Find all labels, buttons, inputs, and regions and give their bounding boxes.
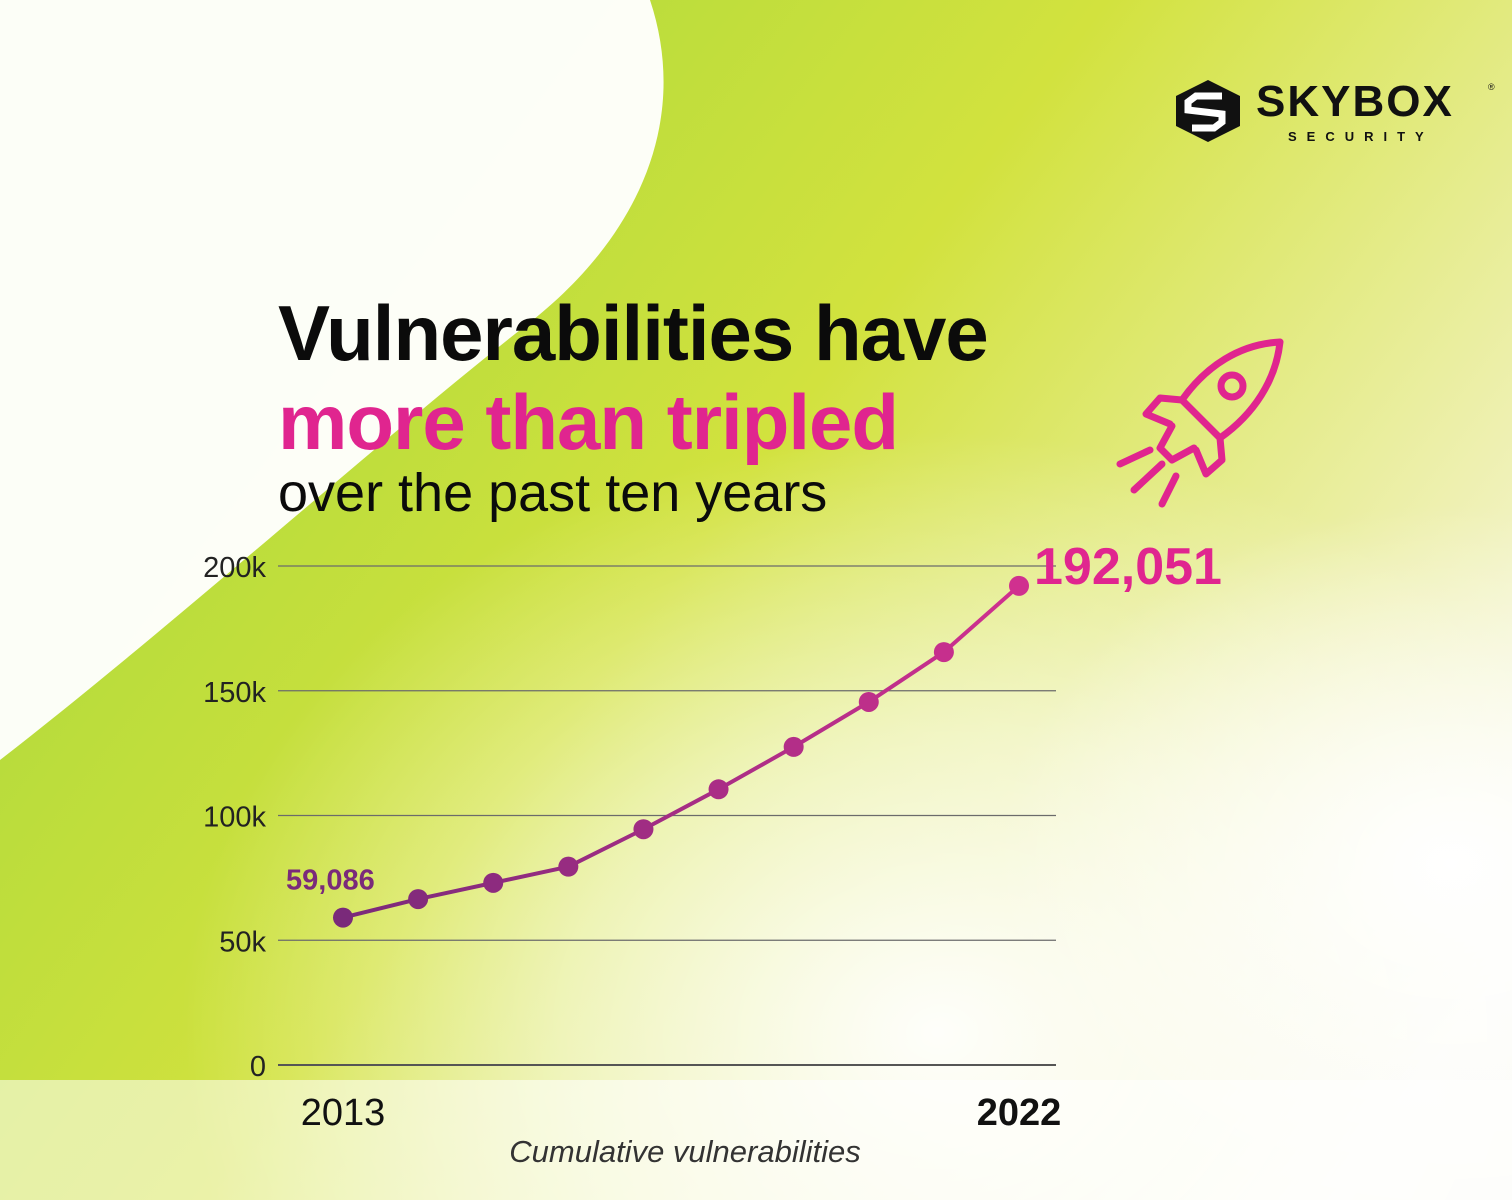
- series-line: [342, 584, 1021, 920]
- chart-annotations: 59,086 192,051: [286, 538, 1222, 897]
- chart-series: [333, 575, 1029, 928]
- brand-name: SKYBOX: [1256, 77, 1454, 126]
- data-point: [708, 779, 729, 800]
- x-axis-ticks: 2013 2022: [301, 1092, 1062, 1134]
- x-tick-label: 2013: [301, 1092, 386, 1134]
- data-point: [633, 819, 654, 840]
- headline-line-1: Vulnerabilities have: [278, 289, 989, 377]
- data-point: [408, 889, 429, 910]
- skybox-logo-icon: [1176, 80, 1240, 142]
- y-tick-label: 0: [250, 1051, 266, 1083]
- rocket-icon: [1116, 338, 1284, 508]
- data-point: [933, 642, 954, 663]
- data-point: [333, 907, 353, 928]
- data-point: [483, 872, 504, 893]
- y-tick-label: 150k: [203, 677, 266, 709]
- headline-line-3: over the past ten years: [278, 463, 828, 523]
- data-point: [783, 736, 804, 757]
- y-tick-label: 100k: [203, 802, 266, 834]
- headline-line-2: more than tripled: [278, 378, 899, 466]
- start-value-label: 59,086: [286, 865, 375, 897]
- y-tick-label: 50k: [219, 926, 266, 958]
- data-point: [558, 856, 579, 877]
- x-tick-label: 2022: [977, 1092, 1062, 1134]
- y-tick-label: 200k: [203, 552, 266, 584]
- brand-logo: SKYBOX ® SECURITY: [1172, 78, 1502, 148]
- brand-subtitle: SECURITY: [1288, 129, 1434, 144]
- x-axis-label: Cumulative vulnerabilities: [509, 1134, 861, 1169]
- registered-mark: ®: [1488, 82, 1495, 92]
- end-value-label: 192,051: [1034, 538, 1222, 596]
- data-point: [858, 691, 879, 712]
- data-point: [1009, 575, 1029, 596]
- y-axis-ticks: 0 50k 100k 150k 200k: [203, 552, 266, 1083]
